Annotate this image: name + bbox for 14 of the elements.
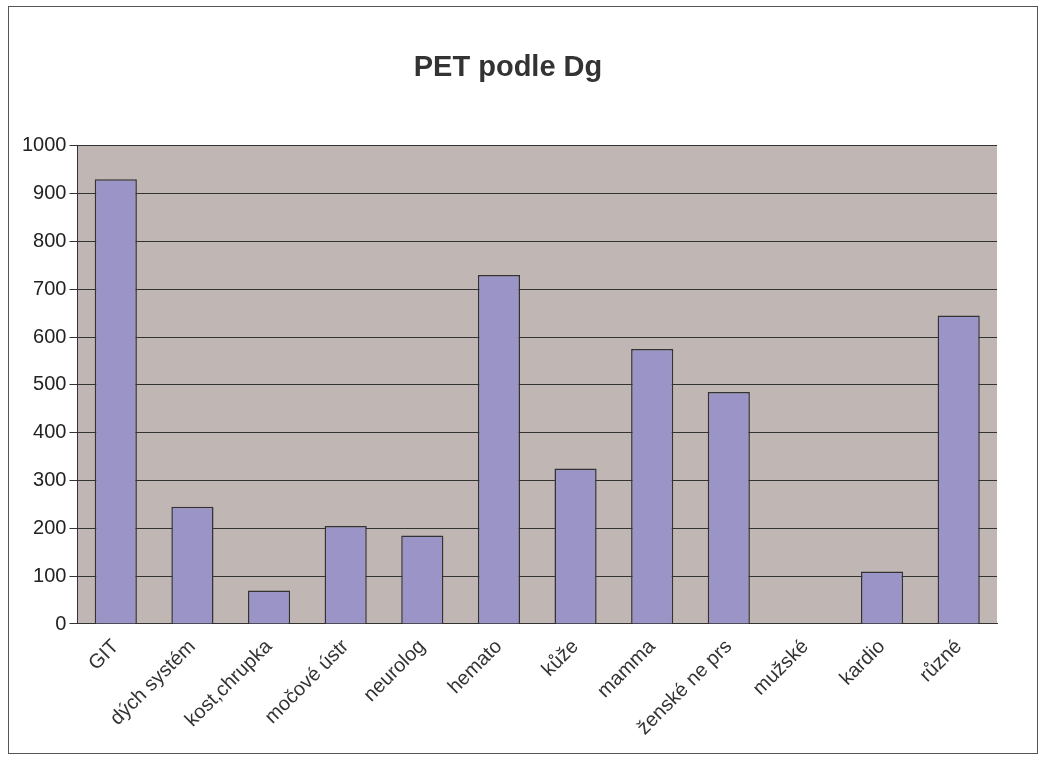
y-tick-label: 300	[33, 468, 67, 491]
chart-title: PET podle Dg	[413, 50, 603, 83]
y-tick-label: 400	[33, 420, 67, 443]
y-tick-label: 800	[33, 228, 67, 251]
x-tick-label: GIT	[83, 634, 123, 674]
x-tick-label: kůže	[536, 634, 583, 681]
y-tick-label: 0	[55, 611, 67, 634]
y-tick-label: 500	[33, 372, 67, 395]
y-tick-label: 1000	[21, 133, 67, 156]
y-tick-label: 200	[33, 515, 67, 538]
y-tick-label: 600	[33, 324, 67, 347]
y-tick-label: 900	[33, 181, 67, 204]
y-tick-label: 700	[33, 276, 67, 299]
y-tick-label: 100	[33, 563, 67, 586]
